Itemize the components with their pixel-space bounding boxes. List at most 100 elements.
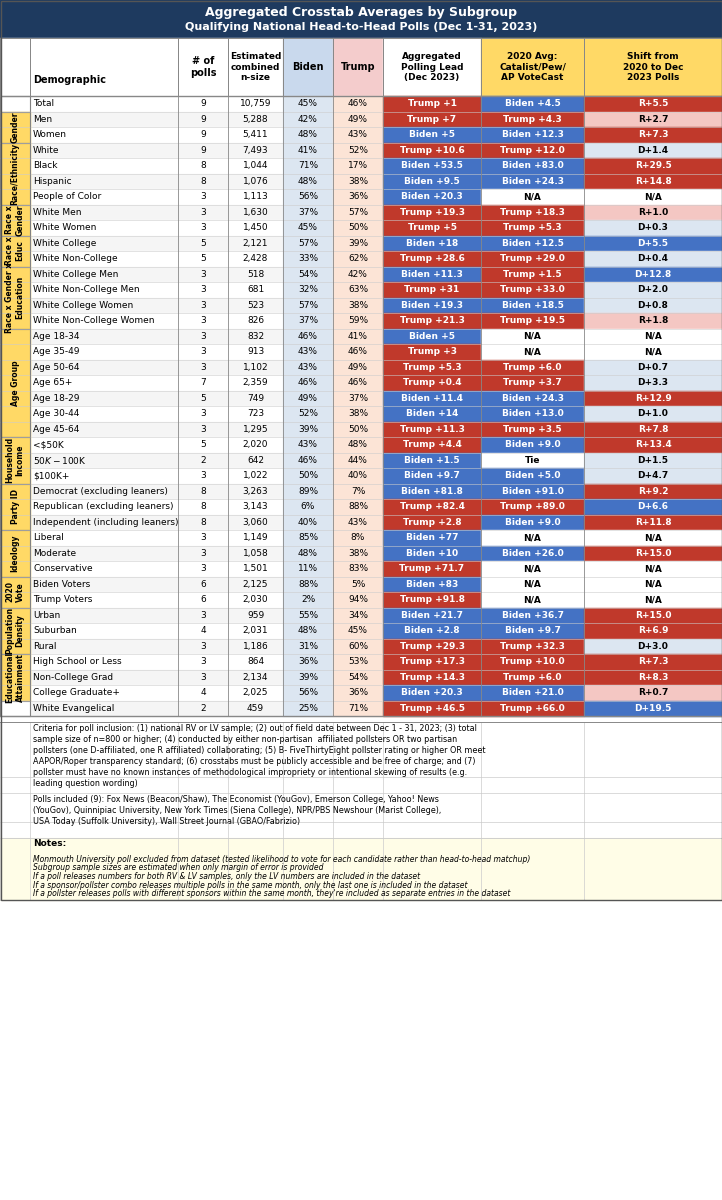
Text: 88%: 88% [348,503,368,511]
Bar [584,406,722,421]
Bar [383,638,481,654]
Bar [333,390,383,406]
Bar [481,654,584,670]
Text: N/A: N/A [644,580,662,589]
Text: 56%: 56% [298,192,318,202]
Text: 5,288: 5,288 [243,115,269,124]
Text: Liberal: Liberal [33,533,64,542]
Bar [584,576,722,592]
Bar [283,374,333,390]
Text: 1,022: 1,022 [243,472,269,480]
Text: Estimated
combined
n-size: Estimated combined n-size [230,52,281,82]
Text: Biden +83.0: Biden +83.0 [502,161,563,170]
Text: Biden +9.5: Biden +9.5 [404,176,460,186]
Text: 826: 826 [247,317,264,325]
Bar [0,266,30,329]
Bar [0,484,30,530]
Bar [30,188,383,204]
Text: R+15.0: R+15.0 [635,611,671,619]
Text: Trump +5.3: Trump +5.3 [403,362,461,372]
Bar [30,406,383,421]
Text: 71%: 71% [348,703,368,713]
Bar [30,266,383,282]
Text: Biden +91.0: Biden +91.0 [502,487,563,496]
Text: Race x
Educ: Race x Educ [5,236,25,265]
Bar [481,560,584,576]
Text: If a sponsor/pollster combo releases multiple polls in the same month, only the : If a sponsor/pollster combo releases mul… [33,881,468,889]
Bar [0,654,30,701]
Bar [481,266,584,282]
Bar [383,685,481,701]
Text: 52%: 52% [348,145,368,155]
Bar [0,0,722,38]
Bar [283,654,333,670]
Bar [584,127,722,143]
Text: Biden +24.3: Biden +24.3 [502,176,563,186]
Text: Biden +9.7: Biden +9.7 [505,626,560,635]
Text: 45%: 45% [298,223,318,233]
Text: 42%: 42% [298,115,318,124]
Text: Trump +7: Trump +7 [407,115,456,124]
Text: R+5.5: R+5.5 [638,100,668,108]
Text: 3: 3 [200,347,206,356]
Bar [584,174,722,188]
Text: Shift from
2020 to Dec
2023 Polls: Shift from 2020 to Dec 2023 Polls [623,52,683,82]
Text: 43%: 43% [298,347,318,356]
Bar [0,530,30,576]
Bar [584,251,722,266]
Text: D+2.0: D+2.0 [638,286,669,294]
Text: Trump +1.5: Trump +1.5 [503,270,562,278]
Bar [383,329,481,344]
Bar [283,468,333,484]
Bar [383,592,481,607]
Text: 2,428: 2,428 [243,254,268,263]
Text: Trump +91.8: Trump +91.8 [399,595,464,605]
Bar [383,220,481,235]
Text: 11%: 11% [298,564,318,574]
Bar [333,143,383,158]
Text: 43%: 43% [298,440,318,449]
Bar [333,235,383,251]
Bar [333,266,383,282]
Text: Trump +11.3: Trump +11.3 [399,425,464,433]
Bar [383,670,481,685]
Bar [283,499,333,515]
Bar [333,282,383,298]
Text: Biden +11.3: Biden +11.3 [401,270,463,278]
Text: Biden +81.8: Biden +81.8 [401,487,463,496]
Bar [481,143,584,158]
Bar [383,484,481,499]
Text: Trump +46.5: Trump +46.5 [399,703,464,713]
Text: 56%: 56% [298,689,318,697]
Text: 5,411: 5,411 [243,131,269,139]
Bar [584,670,722,685]
Text: R+15.0: R+15.0 [635,548,671,558]
Text: D+1.5: D+1.5 [638,456,669,464]
Bar [383,188,481,204]
Text: 38%: 38% [348,409,368,419]
Text: 37%: 37% [348,394,368,403]
Bar [383,143,481,158]
Text: D+12.8: D+12.8 [635,270,671,278]
Text: Biden +11.4: Biden +11.4 [401,394,463,403]
Bar [383,576,481,592]
Text: White Non-College: White Non-College [33,254,118,263]
Text: 3: 3 [200,208,206,217]
Text: Trump +6.0: Trump +6.0 [503,673,562,682]
Bar [0,143,30,204]
Text: R+13.4: R+13.4 [635,440,671,449]
Text: 7%: 7% [351,487,365,496]
Bar [30,530,383,546]
Text: 83%: 83% [348,564,368,574]
Text: 1,044: 1,044 [243,161,269,170]
Bar [0,484,30,530]
Text: 48%: 48% [348,440,368,449]
Bar [333,437,383,452]
Text: Total: Total [33,100,54,108]
Text: Biden +9.0: Biden +9.0 [505,517,560,527]
Text: Biden Voters: Biden Voters [33,580,90,589]
Text: 681: 681 [247,286,264,294]
Text: Trump +66.0: Trump +66.0 [500,703,565,713]
Text: 2,134: 2,134 [243,673,269,682]
Text: <$50K: <$50K [33,440,64,449]
